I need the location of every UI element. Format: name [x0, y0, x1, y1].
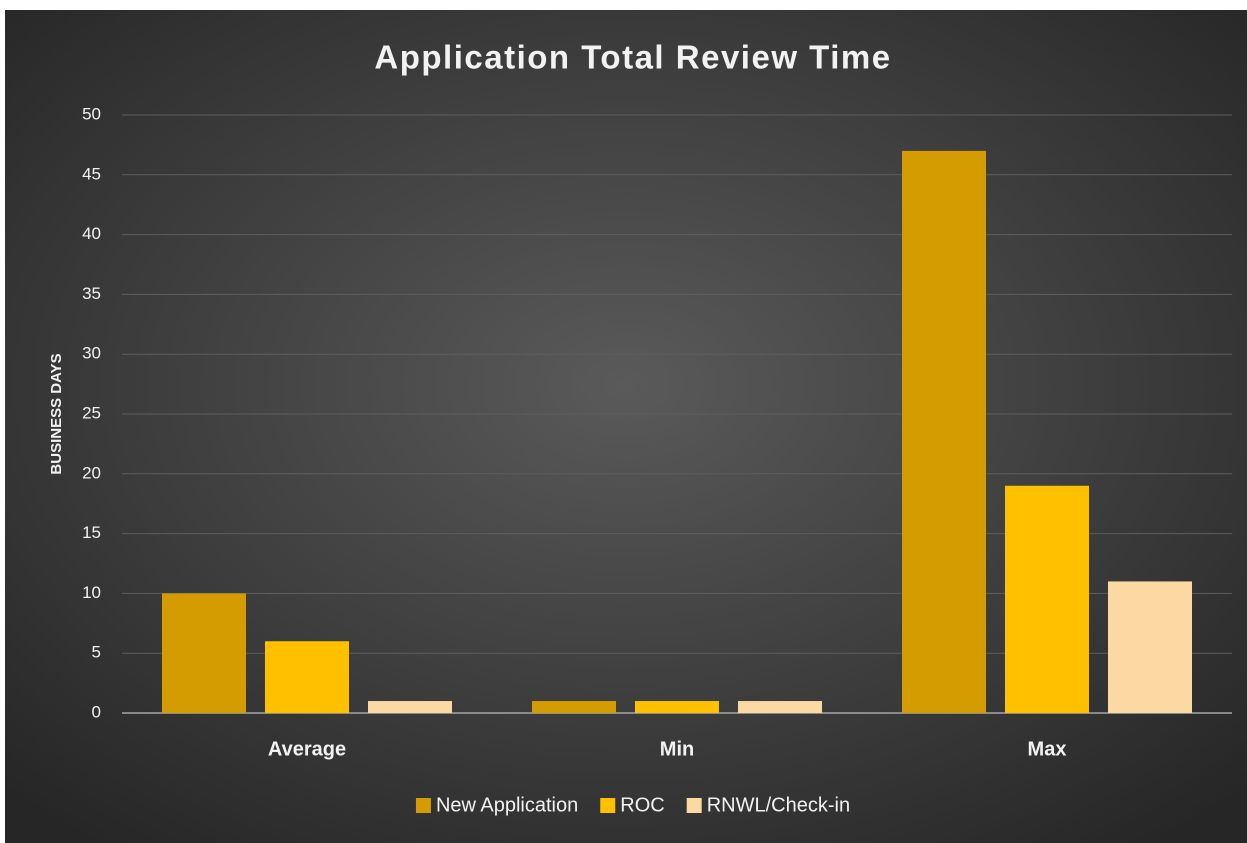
x-tick-label: Average: [268, 738, 346, 760]
bar: [738, 701, 822, 713]
y-tick-label: 35: [82, 284, 101, 303]
y-tick-label: 5: [92, 643, 101, 662]
bar: [902, 150, 986, 713]
chart-background: [5, 10, 1247, 843]
y-tick-label: 25: [82, 403, 101, 422]
legend-label: New Application: [436, 794, 578, 816]
legend-label: RNWL/Check-in: [707, 794, 850, 816]
bar: [1108, 581, 1192, 713]
bar: [162, 593, 246, 713]
x-tick-label: Min: [660, 738, 694, 760]
legend-label: ROC: [620, 794, 664, 816]
bar: [368, 701, 452, 713]
bar: [265, 641, 349, 713]
y-tick-label: 30: [82, 344, 101, 363]
y-tick-label: 40: [82, 224, 101, 243]
x-tick-label: Max: [1028, 738, 1067, 760]
y-tick-label: 45: [82, 164, 101, 183]
legend-swatch: [415, 798, 431, 813]
legend-swatch: [600, 798, 616, 813]
bar: [532, 701, 616, 713]
y-tick-label: 20: [82, 463, 101, 482]
bar: [635, 701, 719, 713]
y-tick-label: 10: [82, 583, 101, 602]
chart-title: Application Total Review Time: [374, 39, 891, 76]
y-tick-label: 50: [82, 104, 101, 123]
y-tick-label: 0: [92, 702, 101, 721]
legend-swatch: [686, 798, 702, 813]
y-axis-label: BUSINESS DAYS: [48, 353, 65, 474]
y-tick-label: 15: [82, 523, 101, 542]
bar: [1005, 485, 1089, 713]
